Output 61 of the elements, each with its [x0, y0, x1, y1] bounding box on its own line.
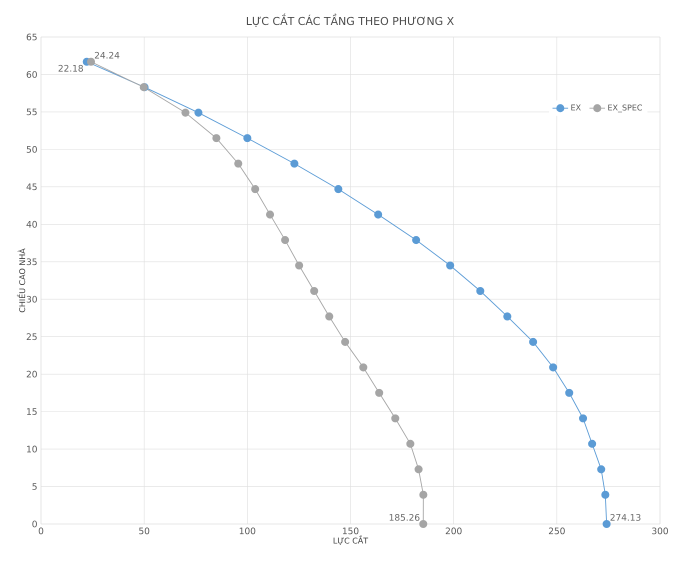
x-tick-label: 100: [240, 528, 256, 534]
x-tick-label: 150: [342, 528, 358, 534]
annotation: 22.18: [58, 64, 83, 72]
point: [295, 261, 304, 270]
y-tick-label: 45: [26, 184, 37, 190]
point: [266, 210, 274, 219]
point: [194, 108, 202, 117]
point: [419, 520, 428, 528]
point: [86, 58, 96, 66]
point: [310, 286, 318, 296]
point: [290, 160, 298, 168]
y-tick-label: 10: [27, 446, 37, 452]
x-tick-label: 50: [139, 528, 150, 534]
point: [601, 490, 610, 499]
point: [597, 465, 606, 474]
point: [565, 388, 574, 397]
point: [446, 261, 454, 270]
point: [251, 185, 260, 194]
y-tick-label: 40: [26, 220, 37, 228]
point: [529, 338, 538, 346]
y-tick-label: 35: [26, 258, 37, 266]
chart-title: LỰC CẮT CÁC TẦNG THEO PHƯƠNG X: [246, 14, 454, 27]
point: [406, 440, 414, 448]
point: [181, 108, 190, 117]
annotation: 24.24: [94, 52, 120, 59]
y-tick-label: 50: [26, 146, 37, 153]
point: [588, 440, 596, 448]
y-tick-label: 30: [26, 296, 37, 303]
y-tick-label: 65: [26, 34, 37, 40]
point: [375, 388, 384, 397]
y-tick-label: 15: [27, 408, 37, 415]
point: [212, 134, 220, 142]
x-tick-label: 200: [446, 528, 462, 534]
point: [412, 236, 420, 244]
y-tick-label: 0: [32, 520, 37, 528]
point: [414, 465, 423, 474]
y-tick-label: 25: [26, 333, 37, 340]
point: [391, 414, 400, 422]
point: [341, 338, 350, 346]
point: [334, 185, 342, 194]
point: [374, 210, 382, 219]
x-tick-label: 250: [548, 528, 565, 534]
point: [234, 160, 242, 168]
y-tick-label: 5: [32, 483, 37, 490]
annotation: 274.13: [610, 514, 640, 521]
annotation: 185.26: [390, 514, 420, 521]
y-tick-label: 60: [26, 71, 37, 78]
point: [602, 520, 611, 528]
x-tick-label: 300: [652, 528, 668, 534]
point: [281, 236, 290, 244]
x-tick-label: 0: [38, 528, 44, 534]
point: [476, 286, 484, 296]
point: [419, 490, 428, 499]
point: [325, 312, 334, 320]
y-tick-label: 55: [26, 108, 37, 116]
y-tick-label: 20: [26, 370, 37, 378]
point: [549, 363, 558, 372]
point: [359, 363, 368, 372]
point: [503, 312, 512, 320]
point: [243, 134, 252, 142]
point: [579, 414, 588, 422]
